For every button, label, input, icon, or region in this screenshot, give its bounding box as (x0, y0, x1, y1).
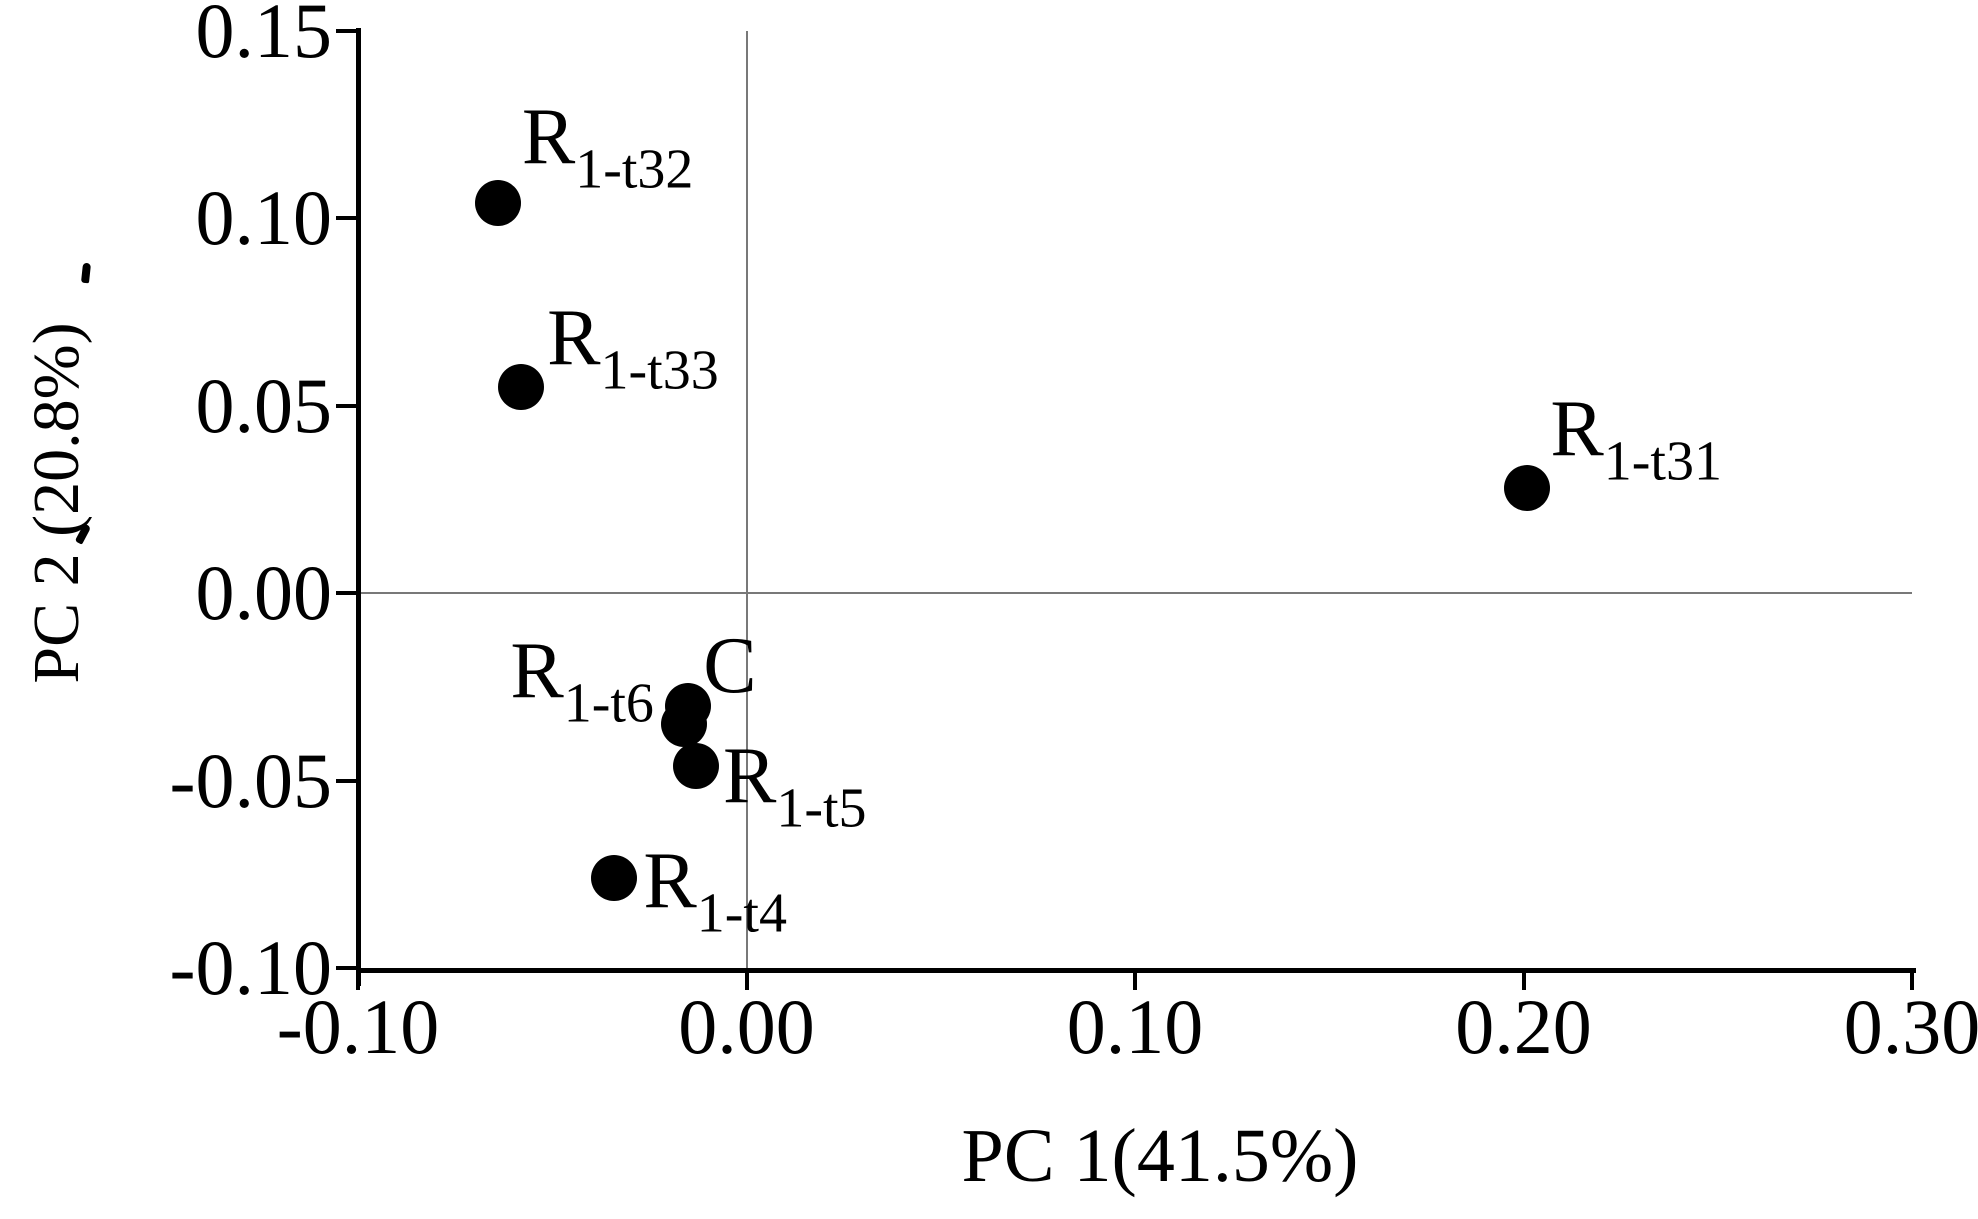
point-label-main: R (510, 627, 564, 716)
zero-line-vertical (745, 31, 748, 968)
point-label-main: R (1550, 385, 1604, 474)
stray-mark (80, 262, 92, 284)
x-tick-label: 0.10 (1066, 983, 1204, 1070)
point-label-subscript: 1-t5 (776, 777, 867, 840)
y-tick (336, 29, 358, 33)
y-tick-label: 0.00 (195, 549, 333, 637)
y-tick (336, 216, 358, 221)
x-axis-title: PC 1(41.5%) (961, 1114, 1359, 1198)
y-tick-label: -0.10 (169, 924, 332, 1011)
data-point-label-R1-t33: R1-t33 (547, 298, 719, 399)
data-point-label-R1-t5: R1-t5 (723, 736, 867, 837)
point-label-subscript: 1-t32 (575, 139, 694, 202)
point-label-main: R (521, 93, 576, 182)
x-tick-label: -0.10 (276, 983, 440, 1070)
data-point-label-R1-t4: R1-t4 (643, 841, 787, 942)
data-point-dot-R1-t31 (1504, 465, 1551, 512)
point-label-main: R (547, 294, 601, 383)
x-tick (1910, 968, 1914, 990)
y-tick-label: -0.05 (169, 736, 332, 824)
point-label-main: R (643, 837, 697, 926)
y-tick (336, 966, 358, 970)
x-tick-label: 0.00 (678, 983, 815, 1070)
point-label-main: C (703, 621, 757, 710)
y-tick-label: 0.10 (195, 174, 333, 262)
y-tick-label: 0.15 (195, 0, 333, 74)
data-point-dot-R1-t32 (474, 180, 521, 227)
data-point-label-R1-t31: R1-t31 (1550, 389, 1722, 490)
data-point-dot-R1-t5 (672, 742, 719, 789)
point-label-subscript: 1-t33 (600, 339, 719, 402)
data-point-dot-C (665, 682, 712, 729)
x-tick (356, 968, 360, 990)
data-point-label-R1-t32: R1-t32 (522, 97, 694, 198)
x-tick (1133, 968, 1137, 990)
x-tick (744, 968, 749, 990)
y-tick (336, 591, 358, 596)
zero-line-horizontal (358, 592, 1912, 595)
y-tick-label: 0.05 (195, 361, 333, 449)
data-point-label-R1-t6: R1-t6 (510, 631, 654, 732)
y-axis-line (356, 28, 361, 986)
point-label-main: R (722, 731, 777, 820)
data-point-dot-R1-t33 (498, 364, 545, 411)
y-tick (336, 778, 358, 783)
y-tick (336, 403, 358, 408)
point-label-subscript: 1-t4 (696, 882, 787, 945)
data-point-label-C: C (703, 626, 756, 706)
x-tick-label: 0.20 (1455, 983, 1592, 1070)
data-point-dot-R1-t4 (591, 855, 638, 902)
point-label-subscript: 1-t6 (563, 673, 654, 735)
y-axis-title: PC 2 (20.8%) (20, 322, 93, 684)
x-tick (1521, 968, 1526, 990)
x-tick-label: 0.30 (1843, 983, 1978, 1070)
point-label-subscript: 1-t31 (1603, 430, 1722, 493)
